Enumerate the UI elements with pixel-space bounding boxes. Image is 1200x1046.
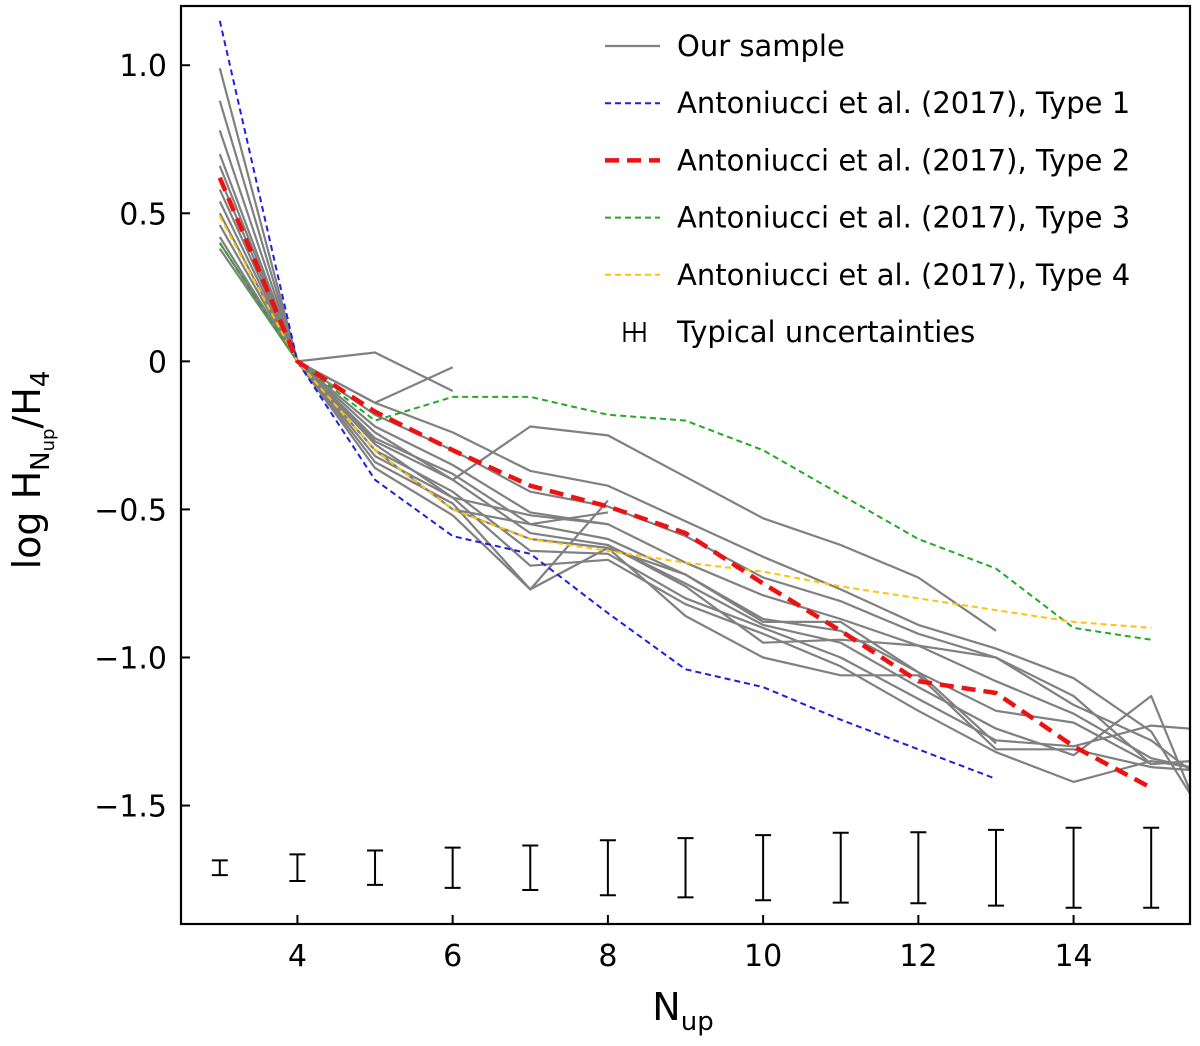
legend-label-sample: Our sample: [677, 29, 845, 63]
type4-line: [218, 215, 1152, 629]
legend-item-type1: Antoniucci et al. (2017), Type 1: [605, 86, 1130, 120]
type3-line: [218, 242, 1152, 641]
legend-label-errorbar: Typical uncertainties: [676, 315, 975, 349]
x-tick-label-14: 14: [1054, 939, 1092, 974]
y-axis-title-subsub: up: [38, 429, 59, 452]
x-tick-label-10: 10: [744, 939, 782, 974]
y-tick-label-1: 0.5: [119, 197, 167, 232]
uncertainty-errorbars: [211, 826, 1160, 909]
sample-line-5: [218, 165, 1190, 792]
sample-line-12: [218, 242, 997, 632]
x-tick-label-8: 8: [598, 939, 617, 974]
series-layer: [217, 20, 1190, 795]
sample-line-4: [218, 153, 1190, 766]
plot-frame: [179, 4, 1192, 926]
svg-text:Nup: Nup: [652, 985, 713, 1037]
y-axis-title-suffix-sub: 4: [26, 371, 56, 388]
sample-line-9: [218, 212, 609, 591]
y-tick-label-3: −0.5: [94, 493, 167, 528]
sample-line-14: [296, 360, 454, 404]
errorbar-9: [677, 837, 694, 899]
errorbar-5: [367, 849, 384, 886]
legend-item-type3: Antoniucci et al. (2017), Type 3: [605, 201, 1130, 235]
sample-line-3: [218, 130, 1190, 769]
sample-line-1: [218, 67, 1190, 795]
errorbar-8: [599, 839, 616, 897]
axis-ticks: 4 6 8 10 12 14 1.0 0.5 0 −0.5 −1.0 −1.5: [94, 49, 1093, 974]
y-axis-title-sub: N: [26, 451, 56, 470]
errorbar-4: [289, 853, 306, 883]
x-axis-title-main: N: [652, 985, 680, 1029]
y-axis-title-suffix: /H: [5, 387, 49, 428]
errorbar-15: [1143, 826, 1160, 909]
legend-label-type4: Antoniucci et al. (2017), Type 4: [677, 258, 1130, 292]
y-axis-title: log HNup/H4: [5, 371, 59, 570]
x-tick-label-12: 12: [899, 939, 937, 974]
legend-item-sample: Our sample: [605, 29, 845, 63]
legend-label-type3: Antoniucci et al. (2017), Type 3: [677, 201, 1130, 235]
legend: Our sample Antoniucci et al. (2017), Type…: [605, 29, 1130, 349]
y-axis-title-prefix: log H: [5, 471, 49, 570]
errorbar-7: [522, 844, 539, 891]
y-tick-label-2: 0: [148, 345, 167, 380]
x-tick-label-6: 6: [443, 939, 462, 974]
svg-text:log HNup/H4: log HNup/H4: [5, 371, 59, 570]
legend-label-type1: Antoniucci et al. (2017), Type 1: [677, 86, 1130, 120]
y-tick-label-4: −1.0: [94, 641, 167, 676]
type1-line: [218, 20, 997, 780]
type2-line: [217, 176, 1153, 790]
legend-item-errorbar: Typical uncertainties: [623, 315, 975, 349]
y-tick-label-0: 1.0: [119, 49, 167, 84]
errorbar-3: [211, 859, 228, 877]
x-tick-label-4: 4: [288, 939, 307, 974]
sample-line-15: [452, 508, 997, 745]
errorbar-11: [832, 831, 849, 904]
sample-line-16: [607, 544, 1152, 765]
errorbar-6: [444, 846, 461, 889]
legend-item-type4: Antoniucci et al. (2017), Type 4: [605, 258, 1130, 292]
sample-line-6: [218, 177, 1190, 748]
legend-item-type2: Antoniucci et al. (2017), Type 2: [605, 143, 1130, 177]
errorbar-10: [755, 834, 772, 902]
x-axis-title-sub: up: [681, 1007, 714, 1037]
y-tick-label-5: −1.5: [94, 790, 167, 825]
sample-line-7: [218, 189, 1190, 784]
errorbar-14: [1065, 826, 1082, 909]
sample-line-13: [218, 248, 454, 392]
legend-label-type2: Antoniucci et al. (2017), Type 2: [677, 143, 1130, 177]
errorbar-12: [910, 831, 927, 905]
errorbar-13: [987, 828, 1004, 907]
x-axis-title: Nup: [652, 985, 713, 1037]
sample-line-8: [218, 200, 1190, 772]
